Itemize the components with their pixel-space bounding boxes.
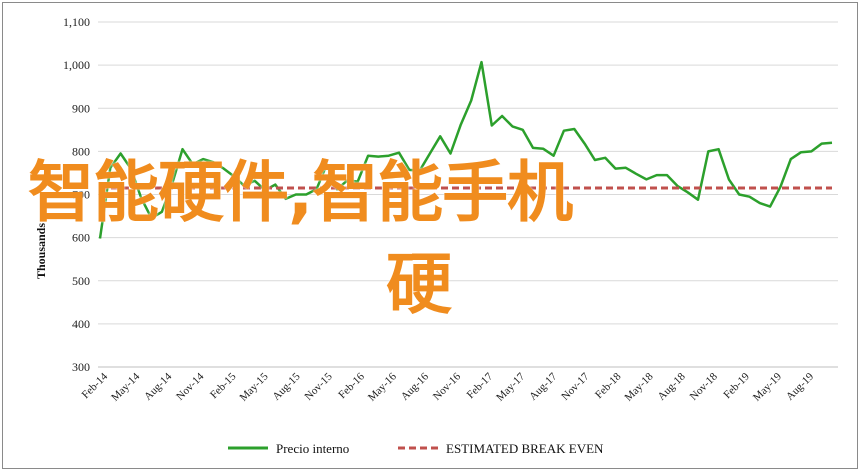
legend-label-break-even: ESTIMATED BREAK EVEN: [446, 441, 604, 456]
x-tick-label: Aug-17: [527, 370, 560, 403]
x-tick-label: Nov-14: [174, 370, 207, 403]
y-tick-label: 800: [72, 144, 90, 158]
x-tick-label: May-16: [366, 370, 399, 403]
x-tick-label: Nov-17: [559, 370, 592, 403]
x-tick-label: Feb-16: [336, 370, 367, 401]
legend-label-precio-interno: Precio interno: [276, 441, 349, 456]
y-tick-label: 900: [72, 101, 90, 115]
x-tick-label: May-19: [751, 370, 784, 403]
x-tick-label: Aug-15: [270, 370, 303, 403]
y-tick-label: 500: [72, 274, 90, 288]
x-tick-label: Feb-18: [593, 370, 624, 401]
x-tick-label: May-14: [109, 370, 142, 403]
y-axis-ticks: 300 400 500 600 700 800 900 1,000 1,100: [63, 15, 90, 374]
x-tick-label: Aug-16: [399, 370, 432, 403]
x-tick-label: Aug-19: [784, 370, 817, 403]
x-tick-label: Aug-14: [142, 370, 175, 403]
x-tick-label: Feb-17: [465, 370, 496, 401]
x-tick-label: Feb-14: [80, 370, 111, 401]
series-layer: [98, 60, 833, 239]
x-tick-label: Nov-15: [303, 370, 336, 403]
x-tick-label: Nov-18: [688, 370, 721, 403]
y-tick-label: 600: [72, 231, 90, 245]
x-tick-label: Nov-16: [431, 370, 464, 403]
y-tick-label: 300: [72, 360, 90, 374]
x-tick-label: May-15: [237, 370, 270, 403]
y-tick-label: 400: [72, 317, 90, 331]
y-tick-label: 1,100: [63, 15, 90, 29]
gridlines: [98, 21, 838, 368]
series-line-precio-interno: [98, 60, 833, 239]
x-tick-label: Feb-19: [721, 370, 752, 401]
x-tick-label: Feb-15: [208, 370, 239, 401]
y-axis-label: Thousands: [34, 223, 48, 279]
y-tick-label: 1,000: [63, 58, 90, 72]
x-tick-label: Aug-18: [656, 370, 689, 403]
x-tick-label: May-18: [623, 370, 656, 403]
x-tick-label: May-17: [494, 370, 527, 403]
y-tick-label: 700: [72, 188, 90, 202]
legend: Precio interno ESTIMATED BREAK EVEN: [228, 441, 604, 456]
